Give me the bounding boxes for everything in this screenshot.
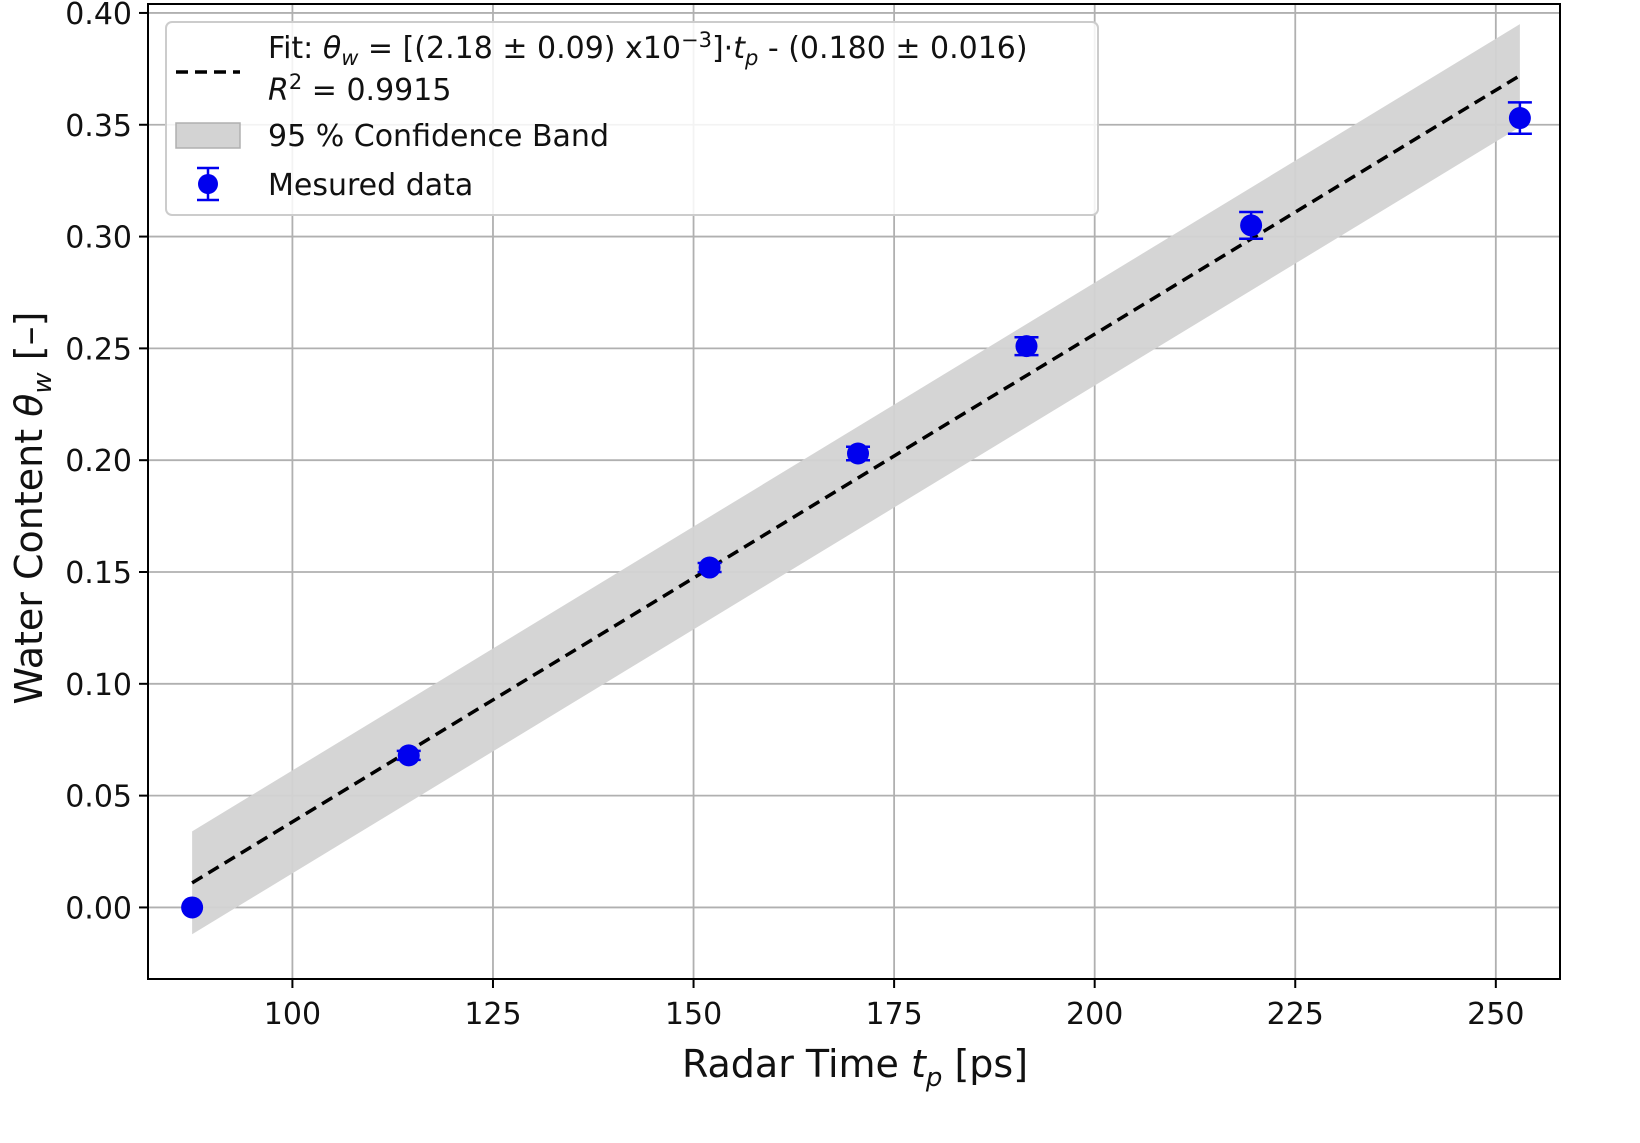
y-tick-label: 0.15 bbox=[65, 556, 132, 591]
y-axis-title: Water Content θw [–] bbox=[7, 312, 58, 705]
x-tick-label: 200 bbox=[1066, 997, 1123, 1032]
x-ticks: 100 125 150 175 200 225 250 bbox=[264, 979, 1524, 1032]
legend-data-label: Mesured data bbox=[268, 168, 473, 203]
y-title-suffix: [–] bbox=[7, 312, 51, 373]
x-tick-label: 150 bbox=[665, 997, 722, 1032]
x-tick-label: 100 bbox=[264, 997, 321, 1032]
data-point bbox=[396, 744, 421, 767]
legend-fit-line2: R2 = 0.9915 bbox=[268, 70, 451, 108]
y-tick-label: 0.05 bbox=[65, 780, 132, 815]
legend-data-swatch bbox=[197, 166, 219, 202]
y-tick-label: 0.30 bbox=[65, 221, 132, 256]
x-axis-title: Radar Time tp [ps] bbox=[682, 1042, 1028, 1093]
data-point bbox=[181, 896, 204, 919]
legend-box bbox=[165, 21, 1099, 216]
y-tick-label: 0.10 bbox=[65, 668, 132, 703]
confidence-band bbox=[192, 24, 1520, 935]
x-title-suffix: [ps] bbox=[942, 1042, 1028, 1086]
x-tick-label: 125 bbox=[464, 997, 521, 1032]
confidence-band-layer bbox=[192, 24, 1520, 935]
y-tick-label: 0.20 bbox=[65, 444, 132, 479]
data-point bbox=[1014, 335, 1039, 358]
data-marker bbox=[1015, 335, 1038, 358]
x-title-symbol: t bbox=[911, 1042, 928, 1086]
x-title-subscript: p bbox=[925, 1063, 943, 1093]
legend-band-swatch bbox=[175, 122, 241, 149]
y-tick-label: 0.00 bbox=[65, 891, 132, 926]
y-tick-label: 0.35 bbox=[65, 109, 132, 144]
plot-frame bbox=[147, 3, 1561, 980]
data-marker bbox=[181, 896, 204, 919]
y-tick-label: 0.40 bbox=[65, 0, 132, 32]
x-tick-label: 250 bbox=[1467, 997, 1524, 1032]
data-marker bbox=[1240, 214, 1263, 237]
data-marker bbox=[1508, 107, 1531, 130]
data-points-layer bbox=[181, 101, 1532, 919]
y-title-prefix: Water Content bbox=[7, 417, 51, 705]
y-ticks: 0.00 0.05 0.10 0.15 0.20 0.25 0.30 0.35 0.40 bbox=[65, 0, 148, 926]
data-marker bbox=[698, 556, 721, 579]
data-marker bbox=[847, 442, 870, 465]
data-point bbox=[846, 442, 871, 465]
data-marker bbox=[397, 744, 420, 767]
data-point bbox=[1239, 210, 1264, 241]
legend: Fit: θw = [(2.18 ± 0.09) x10−3]·tp - (0.… bbox=[165, 21, 1099, 216]
data-point bbox=[697, 556, 722, 579]
y-title-subscript: w bbox=[28, 372, 58, 394]
x-title-prefix: Radar Time bbox=[682, 1042, 911, 1086]
y-tick-label: 0.25 bbox=[65, 332, 132, 367]
x-tick-label: 225 bbox=[1267, 997, 1324, 1032]
legend-fit-line1: Fit: θw = [(2.18 ± 0.09) x10−3]·tp - (0.… bbox=[268, 28, 1028, 70]
legend-band-label: 95 % Confidence Band bbox=[268, 119, 609, 154]
data-point bbox=[1507, 101, 1532, 135]
x-tick-label: 175 bbox=[865, 997, 922, 1032]
y-title-symbol: θ bbox=[7, 394, 51, 417]
